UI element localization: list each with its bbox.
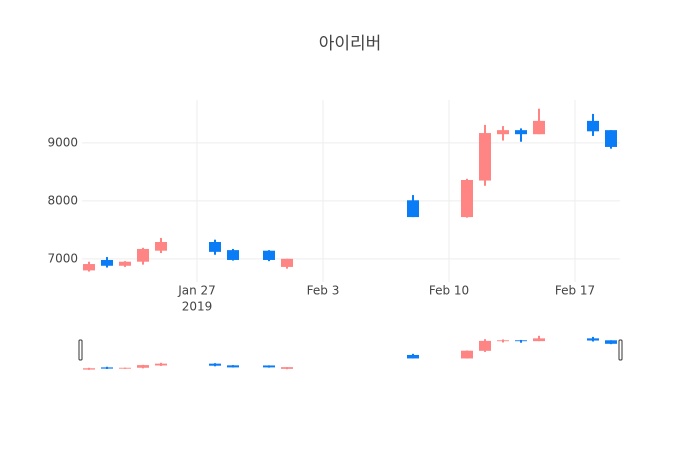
candle-body bbox=[587, 120, 599, 132]
x-tick-label: Feb 17 bbox=[555, 284, 595, 298]
candle-body bbox=[101, 259, 113, 266]
slider-candle-body bbox=[209, 363, 221, 366]
candle-body bbox=[497, 130, 509, 135]
candle-body bbox=[533, 120, 545, 135]
x-year-label: 2019 bbox=[182, 300, 213, 314]
y-tick-label: 7000 bbox=[47, 251, 78, 265]
candle-body bbox=[155, 242, 167, 251]
candle-body bbox=[515, 130, 527, 135]
x-tick-label: Jan 27 bbox=[177, 284, 216, 298]
candle-body bbox=[263, 250, 275, 260]
candle-body bbox=[119, 261, 131, 266]
y-tick-label: 9000 bbox=[47, 135, 78, 149]
slider-candle-body bbox=[515, 340, 527, 342]
slider-candle-body bbox=[155, 363, 167, 366]
candle-body bbox=[83, 264, 95, 271]
slider-candle-body bbox=[461, 350, 473, 359]
y-tick-label: 8000 bbox=[47, 193, 78, 207]
slider-candle-body bbox=[83, 368, 95, 370]
slider-handle-right[interactable] bbox=[618, 339, 623, 361]
candle-body bbox=[209, 242, 221, 252]
slider-candle-body bbox=[497, 340, 509, 342]
candle-body bbox=[137, 248, 149, 262]
slider-handle-left[interactable] bbox=[78, 339, 83, 361]
candle-body bbox=[479, 133, 491, 181]
slider-candle-body bbox=[479, 340, 491, 351]
candle-body bbox=[605, 130, 617, 147]
slider-candle-body bbox=[281, 367, 293, 369]
slider-candle-body bbox=[137, 365, 149, 368]
slider-candle-body bbox=[227, 365, 239, 368]
slider-candle-body bbox=[605, 340, 617, 344]
candle-body bbox=[281, 258, 293, 267]
x-tick-label: Feb 3 bbox=[307, 284, 340, 298]
candle-body bbox=[227, 250, 239, 260]
slider-candle-body bbox=[263, 365, 275, 368]
candle-body bbox=[407, 200, 419, 218]
slider-candle-body bbox=[119, 367, 131, 369]
slider-candle-body bbox=[101, 367, 113, 369]
slider-candle-body bbox=[533, 338, 545, 342]
slider-candle-body bbox=[407, 354, 419, 359]
x-tick-label: Feb 10 bbox=[429, 284, 469, 298]
candle-body bbox=[461, 179, 473, 218]
chart-title: 아이리버 bbox=[319, 34, 382, 54]
slider-candle-body bbox=[587, 338, 599, 341]
